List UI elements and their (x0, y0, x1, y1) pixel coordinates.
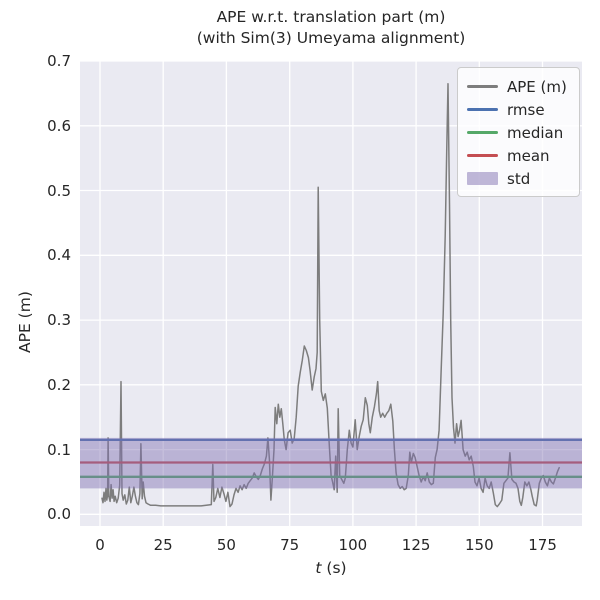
legend-item-median: median (467, 121, 573, 144)
legend-label-median: median (507, 123, 564, 142)
x-axis-label-unit: (s) (321, 559, 347, 577)
std-band (80, 437, 582, 489)
plot-title: APE w.r.t. translation part (m) (with Si… (80, 7, 582, 49)
y-tick-label: 0.5 (47, 181, 71, 200)
legend-item-rmse: rmse (467, 98, 573, 121)
legend-box: APE (m) rmse median mean std (457, 67, 580, 197)
legend-item-std: std (467, 167, 573, 190)
plot-svg (80, 61, 582, 526)
x-tick-label: 125 (401, 536, 431, 554)
plot-title-line2: (with Sim(3) Umeyama alignment) (196, 29, 466, 47)
x-tick-label: 25 (153, 536, 173, 554)
mean-line-swatch (467, 154, 498, 157)
legend-label-mean: mean (507, 146, 550, 165)
y-tick-label: 0.0 (47, 505, 71, 524)
std-patch-swatch (467, 172, 498, 185)
rmse-line-swatch (467, 108, 498, 111)
y-tick-label: 0.1 (47, 440, 71, 459)
y-tick-label: 0.3 (47, 311, 71, 330)
ape-series-line (101, 82, 560, 508)
x-tick-label: 75 (280, 536, 300, 554)
legend-label-std: std (507, 169, 531, 188)
x-tick-label: 0 (95, 536, 105, 554)
x-axis-label-variable: t (315, 559, 322, 577)
x-tick-label: 100 (338, 536, 368, 554)
x-tick-label: 175 (528, 536, 557, 554)
legend-item-mean: mean (467, 144, 573, 167)
legend-item-ape: APE (m) (467, 75, 573, 98)
y-tick-label: 0.6 (47, 116, 71, 135)
y-tick-label: 0.2 (47, 375, 71, 394)
legend-label-ape: APE (m) (507, 77, 567, 96)
median-line-swatch (467, 131, 498, 134)
y-axis-label: APE (m) (16, 291, 34, 353)
y-tick-label: 0.7 (47, 52, 71, 70)
x-axis-label: t (s) (80, 559, 582, 577)
x-tick-label: 50 (216, 536, 236, 554)
plot-title-line1: APE w.r.t. translation part (m) (216, 8, 446, 26)
legend-label-rmse: rmse (507, 100, 545, 119)
ape-line-swatch (467, 85, 498, 88)
x-tick-label: 150 (464, 536, 494, 554)
y-tick-label: 0.4 (47, 246, 71, 265)
